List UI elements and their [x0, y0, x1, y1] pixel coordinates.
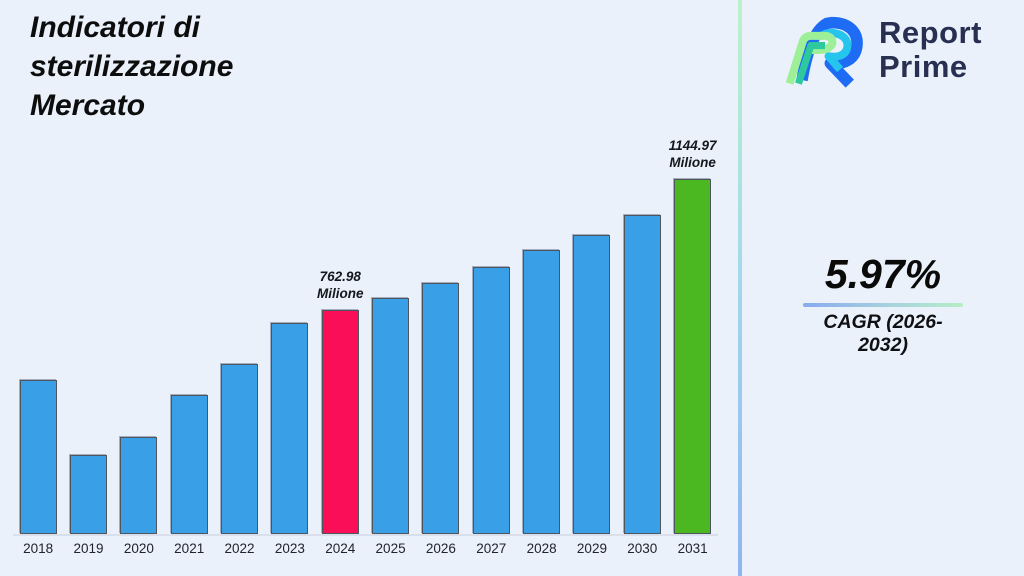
bar-slot-2022: [214, 0, 264, 534]
cagr-label: CAGR (2026-2032): [823, 311, 943, 356]
page-title-line-1: Indicatori di: [30, 11, 201, 44]
annotation-value-2024: 762.98: [319, 269, 361, 284]
x-label-2024: 2024: [325, 541, 356, 556]
bar-2028: [523, 250, 561, 534]
bar-slot-2025: [365, 0, 415, 534]
x-label-2020: 2020: [123, 541, 154, 556]
annotation-unit-2031: Milione: [669, 155, 716, 170]
report-prime-logo-icon: [785, 16, 863, 88]
bar-2020: [120, 437, 158, 534]
bar-slot-2026: [416, 0, 466, 534]
bar-slot-2021: [164, 0, 214, 534]
x-label-2029: 2029: [576, 541, 607, 556]
x-label-2022: 2022: [224, 541, 255, 556]
bar-slot-2018: [13, 0, 63, 534]
bar-chart: 762.98 Milione 1144.97 Milione: [13, 0, 718, 536]
x-label-2025: 2025: [375, 541, 406, 556]
x-label-2026: 2026: [425, 541, 456, 556]
logo-green-stroke: [785, 31, 837, 85]
bar-2030: [623, 215, 661, 534]
bar-2031: [674, 179, 712, 534]
bar-slot-2027: [466, 0, 516, 534]
bar-slot-2031: 1144.97 Milione: [667, 0, 717, 534]
bar-slot-2024: 762.98 Milione: [315, 0, 365, 534]
bar-2025: [372, 298, 410, 534]
x-label-2021: 2021: [174, 541, 205, 556]
bar-slot-2030: [617, 0, 667, 534]
page-title: Indicatori di sterilizzazione Mercato: [30, 8, 233, 125]
cagr-block: 5.97% CAGR (2026-2032): [803, 250, 963, 357]
annotation-unit-2024: Milione: [316, 286, 364, 301]
bar-2022: [221, 364, 259, 534]
logo-teal-stroke: [795, 42, 825, 85]
x-label-2019: 2019: [73, 541, 104, 556]
x-label-2028: 2028: [526, 541, 557, 556]
bar-slot-2019: [63, 0, 113, 534]
logo-text-line-2: Prime: [879, 49, 968, 84]
bar-2029: [573, 235, 611, 534]
logo-text-line-1: Report: [879, 15, 982, 50]
bar-slot-2029: [567, 0, 617, 534]
bar-slot-2023: [265, 0, 315, 534]
annotation-value-2031: 1144.97: [668, 138, 717, 153]
bar-2026: [422, 283, 460, 534]
cagr-value: 5.97%: [824, 251, 942, 297]
report-prime-logo-text: Report Prime: [879, 16, 982, 84]
bar-2027: [472, 267, 510, 534]
section-divider: [738, 0, 742, 576]
bar-annotation-2024: 762.98 Milione: [317, 268, 364, 302]
x-label-2018: 2018: [23, 541, 54, 556]
bar-2018: [19, 380, 57, 534]
x-axis-labels: 2018 2019 2020 2021 2022 2023 2024 2025 2026 2027…: [13, 541, 718, 556]
bar-slot-2028: [516, 0, 566, 534]
bar-2023: [271, 323, 309, 534]
page-title-line-2: sterilizzazione: [30, 50, 234, 83]
x-label-2030: 2030: [627, 541, 658, 556]
bar-annotation-2031: 1144.97 Milione: [669, 137, 717, 171]
bar-2019: [70, 455, 108, 534]
x-label-2027: 2027: [476, 541, 507, 556]
bar-slot-2020: [114, 0, 164, 534]
report-prime-logo: Report Prime: [779, 8, 982, 92]
page-title-line-3: Mercato: [30, 89, 146, 122]
x-label-2031: 2031: [677, 541, 708, 556]
x-label-2023: 2023: [274, 541, 305, 556]
bar-2021: [170, 395, 208, 534]
cagr-underline-gradient: [803, 303, 963, 307]
bar-2024: [321, 310, 359, 534]
